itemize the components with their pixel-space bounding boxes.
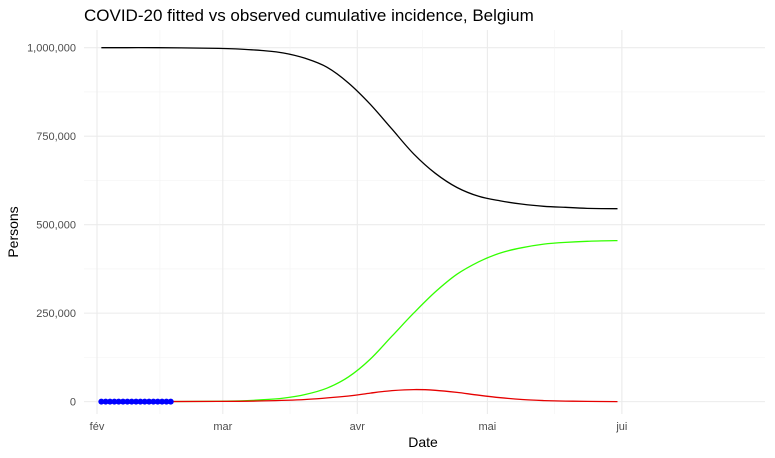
x-tick-label: mai [479,421,497,433]
observed-point [115,398,122,405]
x-tick-label: mar [213,421,232,433]
observed-point [107,398,114,405]
y-axis-label: Persons [5,206,21,257]
grid [84,30,765,414]
series-line-2 [101,388,618,403]
series-line-1 [101,239,618,403]
observed-point [150,398,157,405]
observed-point [137,398,144,405]
plot-series [98,47,618,405]
y-tick-label: 750,000 [36,131,76,143]
observed-point [120,398,127,405]
y-tick-label: 500,000 [36,220,76,232]
chart-title: COVID-20 fitted vs observed cumulative i… [84,6,534,25]
observed-point [133,398,140,405]
x-tick-label: avr [350,421,366,433]
observed-point [159,398,166,405]
x-axis: fév mar avr mai jui [90,421,628,433]
observed-point [128,398,135,405]
observed-point [111,398,118,405]
y-tick-label: 1,000,000 [27,43,76,55]
x-axis-label: Date [408,434,438,450]
observed-point [163,398,170,405]
observed-point [98,398,105,405]
y-tick-label: 0 [70,397,76,409]
observed-point [167,398,174,405]
series-line-0 [101,47,618,210]
y-axis: 0 250,000 500,000 750,000 1,000,000 [27,43,76,409]
x-tick-label: jui [615,421,627,433]
observed-point [154,398,161,405]
observed-point [146,398,153,405]
observed-point [102,398,109,405]
y-tick-label: 250,000 [36,308,76,320]
x-tick-label: fév [90,421,105,433]
observed-point [141,398,148,405]
observed-point [124,398,131,405]
